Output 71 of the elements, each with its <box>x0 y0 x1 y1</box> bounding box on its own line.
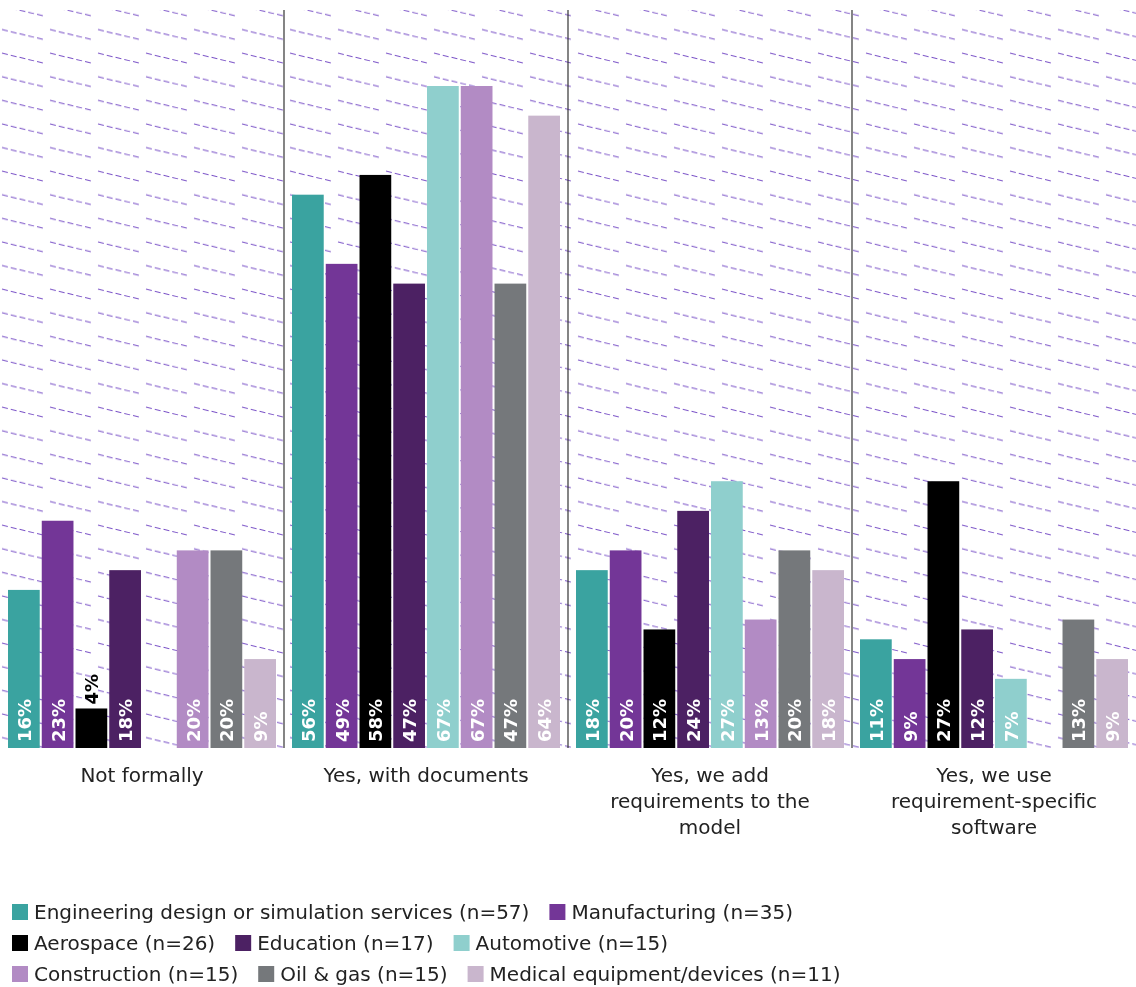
data-label: 12% <box>649 698 671 742</box>
data-label: 67% <box>432 698 454 742</box>
data-label: 20% <box>216 698 238 742</box>
bar <box>359 174 392 748</box>
data-label: 47% <box>500 698 522 742</box>
data-label: 64% <box>534 698 556 742</box>
bar <box>711 481 743 748</box>
bar <box>927 481 960 748</box>
x-tick-label: Yes, we use requirement-specific software <box>890 763 1098 839</box>
bar <box>109 570 141 748</box>
data-label: 12% <box>967 698 989 742</box>
data-label: 13% <box>1068 698 1090 742</box>
data-label: 47% <box>399 698 421 742</box>
legend-label: Manufacturing (n=35) <box>571 900 794 924</box>
bar <box>427 86 459 748</box>
bar <box>744 619 777 748</box>
bar <box>292 194 324 748</box>
data-label: 7% <box>1000 711 1022 742</box>
data-label: 11% <box>865 698 887 742</box>
data-label: 27% <box>933 698 955 742</box>
legend-label: Oil & gas (n=15) <box>280 962 448 986</box>
data-label: 56% <box>297 698 319 742</box>
bar <box>176 550 209 748</box>
data-label: 58% <box>365 698 387 742</box>
data-label: 18% <box>818 698 840 742</box>
bar <box>75 708 108 748</box>
legend-label: Education (n=17) <box>257 931 434 955</box>
data-label: 16% <box>13 698 35 742</box>
data-label: 67% <box>466 698 488 742</box>
legend-label: Construction (n=15) <box>34 962 239 986</box>
bar <box>210 550 243 748</box>
data-label: 20% <box>784 698 806 742</box>
data-label: 18% <box>581 698 603 742</box>
x-tick-label: Yes, with documents <box>322 763 529 787</box>
bar <box>460 86 493 748</box>
x-tick-label: Not formally <box>80 763 204 787</box>
legend-label: Automotive (n=15) <box>475 931 669 955</box>
bar <box>325 263 358 748</box>
data-label: 20% <box>182 698 204 742</box>
bar <box>494 283 527 748</box>
bar <box>609 550 642 748</box>
data-label: 24% <box>683 698 705 742</box>
bar <box>643 629 676 748</box>
data-label: 49% <box>331 698 353 742</box>
data-label: 18% <box>115 698 137 742</box>
data-label: 4% <box>81 673 103 705</box>
bar <box>677 510 709 748</box>
bar <box>778 550 811 748</box>
x-tick-label: Yes, we add requirements to the model <box>610 763 810 839</box>
legend-label: Engineering design or simulation services (n=57) <box>34 900 530 924</box>
data-label: 23% <box>47 698 69 742</box>
bar <box>576 570 608 748</box>
data-label: 9% <box>899 711 921 742</box>
bar <box>1062 619 1095 748</box>
data-label: 27% <box>716 698 738 742</box>
bar <box>1096 659 1128 748</box>
bar <box>961 629 993 748</box>
legend-label: Aerospace (n=26) <box>34 931 216 955</box>
bar <box>528 115 560 748</box>
data-label: 13% <box>750 698 772 742</box>
bar <box>8 589 40 748</box>
bar <box>244 659 276 748</box>
bar <box>41 520 74 748</box>
bar <box>393 283 425 748</box>
legend-label: Medical equipment/devices (n=11) <box>489 962 841 986</box>
bar <box>995 678 1027 748</box>
data-label: 20% <box>615 698 637 742</box>
bar <box>860 639 892 748</box>
bar <box>812 570 844 748</box>
data-label: 9% <box>250 711 272 742</box>
data-label: 9% <box>1102 711 1124 742</box>
